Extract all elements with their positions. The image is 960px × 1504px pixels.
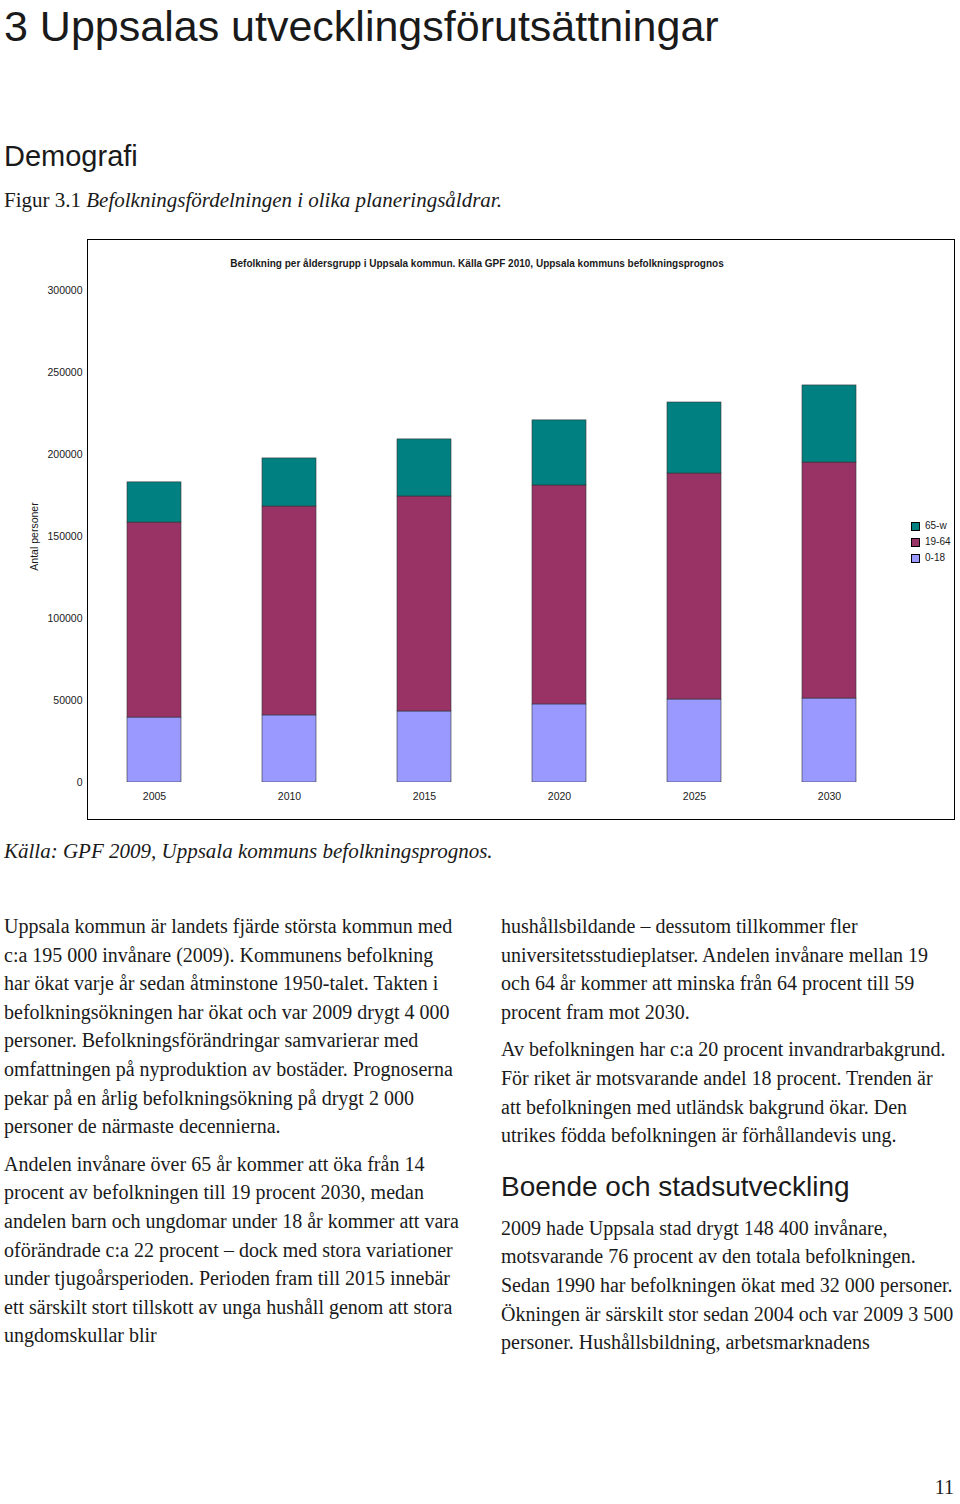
svg-text:2005: 2005 [143,790,167,802]
svg-text:200000: 200000 [47,448,82,460]
svg-text:2030: 2030 [818,790,842,802]
html-text:2009 hade Uppsala stad drygt 1: 2009 hade Uppsala stad drygt 148 400 inv… [501,1216,954,1354]
html-text:Boende och stadsutveckling: Boende och stadsutveckling [501,1170,850,1202]
html-text:Demografi: Demografi [4,140,138,172]
svg-text:250000: 250000 [47,366,82,378]
html-text:hushållsbildande – dessutom ti: hushållsbildande – dessutom tillkommer f… [501,915,929,1023]
html-text:Befolkning per åldersgrupp i U: Befolkning per åldersgrupp i Uppsala kom… [230,258,724,269]
html-text:0-18: 0-18 [925,552,945,563]
svg-text:0: 0 [77,776,83,788]
svg-text:300000: 300000 [47,284,82,296]
html-text:11: 11 [934,1476,954,1498]
svg-text:50000: 50000 [53,694,82,706]
svg-text:2020: 2020 [548,790,572,802]
svg-text:2015: 2015 [413,790,437,802]
svg-text:2010: 2010 [278,790,302,802]
html-text:Uppsala kommun är landets fjär: Uppsala kommun är landets fjärde största… [4,915,453,1138]
svg-text:150000: 150000 [47,530,82,542]
html-text:65-w: 65-w [925,520,947,531]
svg-text:100000: 100000 [47,612,82,624]
html-text:Av befolkningen har c:a 20 pro: Av befolkningen har c:a 20 procent invan… [501,1038,946,1147]
html-text:19-64: 19-64 [925,536,951,547]
html-text:Källa: GPF 2009, Uppsala kommu: Källa: GPF 2009, Uppsala kommuns befolkn… [4,839,493,863]
html-text:Figur 3.1 Befolkningsfördelnin: Figur 3.1 Befolkningsfördelningen i olik… [4,188,502,212]
svg-text:Antal personer: Antal personer [28,502,40,571]
html-text:Andelen invånare över 65 år ko: Andelen invånare över 65 år kommer att ö… [4,1152,459,1347]
svg-text:2025: 2025 [683,790,707,802]
html-text:3 Uppsalas utvecklingsförutsät: 3 Uppsalas utvecklingsförutsättningar [4,2,719,50]
